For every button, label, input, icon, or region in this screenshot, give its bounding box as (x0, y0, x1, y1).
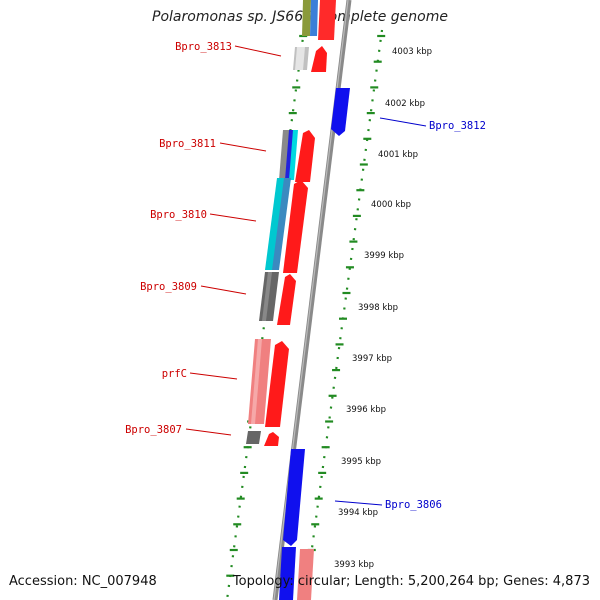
scale-labels: 4003 kbp 4002 kbp 4001 kbp 4000 kbp 3999… (334, 47, 432, 570)
feature-bpro-3807 (246, 431, 279, 446)
scale-label-4001: 4001 kbp (378, 150, 418, 160)
feature-bpro-3810 (265, 178, 308, 273)
feature-bpro-3811 (279, 130, 315, 182)
leader-bpro-3811 (219, 142, 267, 152)
scale-label-3994: 3994 kbp (338, 508, 378, 518)
feature-bpro-3809 (259, 272, 296, 325)
feature-bottom-partial (279, 547, 314, 600)
gene-label-bpro-3813: Bpro_3813 (175, 41, 232, 53)
map-title: Polaromonas sp. JS666, complete genome (152, 9, 448, 25)
scale-label-4003: 4003 kbp (392, 47, 432, 57)
feature-top-partial (302, 0, 336, 40)
feature-bpro-3813 (293, 46, 327, 72)
gene-label-bpro-3812: Bpro_3812 (429, 120, 486, 132)
scale-label-4000: 4000 kbp (371, 200, 411, 210)
label-leader-lines (185, 45, 427, 506)
gene-label-bpro-3811: Bpro_3811 (159, 138, 216, 150)
feature-bpro-3806 (283, 449, 305, 546)
gene-label-bpro-3806: Bpro_3806 (385, 499, 442, 511)
leader-bpro-3809 (200, 285, 247, 295)
scale-label-3996: 3996 kbp (346, 405, 386, 415)
scale-label-4002: 4002 kbp (385, 99, 425, 109)
scale-label-3995: 3995 kbp (341, 457, 381, 467)
leader-bpro-3812 (379, 117, 427, 127)
leader-bpro-3810 (209, 213, 257, 222)
feature-prfc (248, 339, 289, 427)
topology-text: Topology: circular; Length: 5,200,264 bp… (232, 574, 590, 589)
leader-bpro-3806 (334, 500, 383, 506)
leader-bpro-3807 (185, 428, 232, 436)
feature-bpro-3812 (331, 88, 350, 136)
gene-label-bpro-3807: Bpro_3807 (125, 424, 182, 436)
scale-label-3998: 3998 kbp (358, 303, 398, 313)
gene-labels: Bpro_3813 Bpro_3812 Bpro_3811 Bpro_3810 … (125, 41, 486, 511)
accession-text: Accession: NC_007948 (9, 574, 157, 589)
leader-prfc (189, 372, 238, 380)
scale-label-3997: 3997 kbp (352, 354, 392, 364)
gene-label-bpro-3809: Bpro_3809 (140, 281, 197, 293)
gene-label-bpro-3810: Bpro_3810 (150, 209, 207, 221)
scale-label-3993: 3993 kbp (334, 560, 374, 570)
leader-bpro-3813 (234, 45, 282, 57)
scale-label-3999: 3999 kbp (364, 251, 404, 261)
gene-label-prfc: prfC (162, 368, 187, 380)
